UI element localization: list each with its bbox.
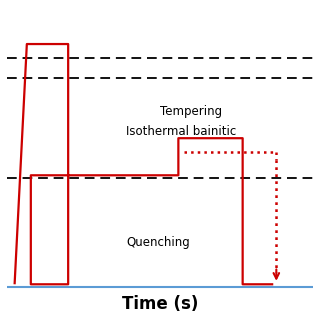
Text: Quenching: Quenching — [126, 236, 190, 250]
Text: Isothermal bainitic: Isothermal bainitic — [126, 125, 236, 138]
Text: Tempering: Tempering — [160, 105, 222, 118]
X-axis label: Time (s): Time (s) — [122, 295, 198, 313]
